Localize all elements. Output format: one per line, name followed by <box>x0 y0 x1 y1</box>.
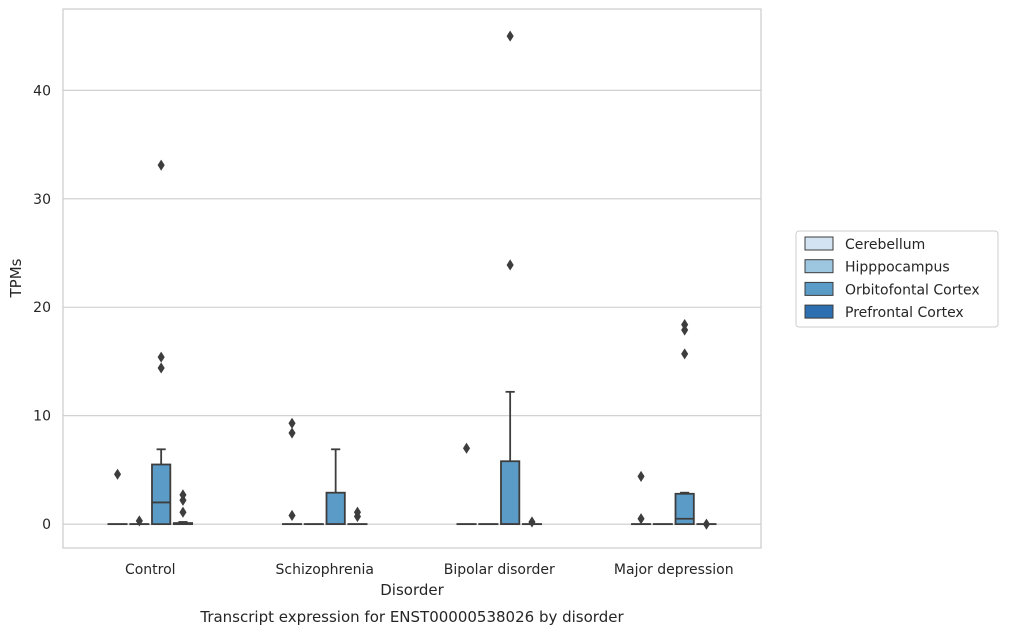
x-tick-label: Major depression <box>614 562 734 578</box>
outlier-point <box>157 362 165 374</box>
legend-swatch <box>804 281 834 296</box>
outlier-point <box>681 319 689 331</box>
outlier-point <box>353 506 362 518</box>
box-group <box>696 518 717 530</box>
box <box>500 460 521 526</box>
box-group <box>674 319 695 526</box>
outlier-point <box>506 30 514 42</box>
outlier-point <box>288 417 296 429</box>
legend-item: Prefrontal Cortex <box>804 304 964 321</box>
x-tick-label: Bipolar disorder <box>444 562 555 578</box>
box-group <box>129 515 150 527</box>
box-groups <box>107 30 717 530</box>
outlier-point <box>288 509 296 522</box>
legend-swatch <box>804 259 834 274</box>
box <box>674 492 695 526</box>
legend-label: Cerebellum <box>845 237 925 253</box>
chart-caption: Transcript expression for ENST0000053802… <box>199 608 624 626</box>
box-group <box>521 516 543 528</box>
legend-swatch <box>804 236 834 251</box>
y-axis-label: TPMs <box>7 258 25 298</box>
outlier-point <box>637 513 645 525</box>
outlier-point <box>637 470 645 482</box>
y-tick-label: 40 <box>33 83 51 99</box>
box-group <box>325 448 346 526</box>
box-group <box>456 442 477 526</box>
gridlines <box>63 89 761 525</box>
outlier-point <box>462 442 471 454</box>
legend-item: Hipppocampus <box>804 259 950 276</box>
legend-item: Orbitofontal Cortex <box>804 281 980 298</box>
y-tick-label: 10 <box>33 409 51 425</box>
box-group <box>500 30 521 526</box>
legend-label: Prefrontal Cortex <box>845 305 964 321</box>
y-tick-label: 30 <box>33 192 51 208</box>
legend: Cerebellum Hipppocampus Orbitofontal Corte… <box>795 230 999 328</box>
outlier-point <box>135 515 143 527</box>
outlier-point <box>528 516 536 528</box>
y-tick-label: 20 <box>33 300 51 316</box>
x-tick-labels: Control Schizophrenia Bipolar disorder Majo… <box>125 562 734 578</box>
box-group <box>172 489 194 526</box>
plot-area-frame <box>62 8 762 549</box>
outlier-point <box>179 489 187 501</box>
box-group <box>347 506 368 526</box>
outlier-point <box>113 468 122 480</box>
y-tick-labels: 0 10 20 30 40 <box>33 83 51 533</box>
box <box>325 491 346 526</box>
legend-swatch <box>804 304 834 319</box>
outlier-point <box>157 351 165 363</box>
box-group <box>107 468 128 526</box>
x-tick-label: Schizophrenia <box>276 562 374 578</box>
legend-label: Hipppocampus <box>845 260 950 276</box>
legend-label: Orbitofontal Cortex <box>845 282 980 298</box>
outlier-point <box>506 259 514 271</box>
box-group <box>630 470 652 526</box>
outlier-point <box>702 518 711 530</box>
outlier-point <box>681 348 689 360</box>
x-tick-label: Control <box>125 562 176 578</box>
y-tick-label: 0 <box>42 517 51 533</box>
outlier-point <box>179 506 187 518</box>
box-group <box>281 417 303 526</box>
x-axis-label: Disorder <box>380 581 444 599</box>
box-group <box>151 159 172 526</box>
legend-item: Cerebellum <box>804 236 925 253</box>
outlier-point <box>157 159 165 171</box>
outlier-point <box>288 427 296 439</box>
box <box>151 463 172 526</box>
legend-frame <box>795 230 999 328</box>
